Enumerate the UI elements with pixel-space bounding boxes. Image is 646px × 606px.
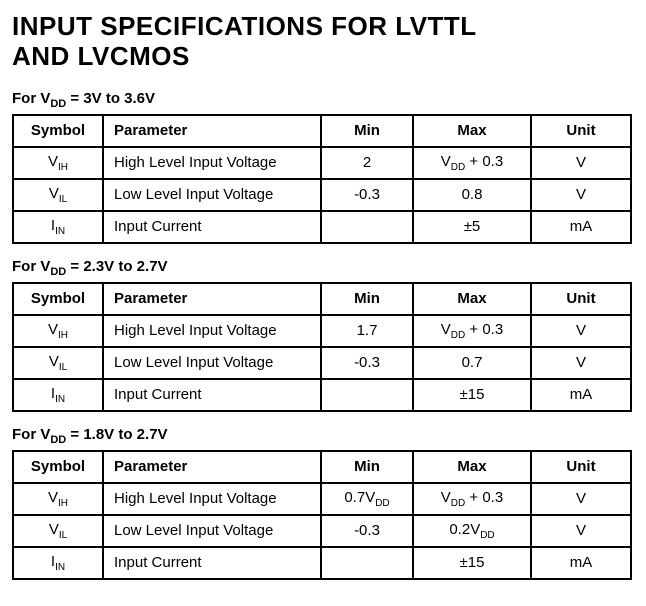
cell-symbol: VIL <box>13 515 103 547</box>
cell-max: VDD + 0.3 <box>413 483 531 515</box>
cell-max: 0.2VDD <box>413 515 531 547</box>
cell-max: VDD + 0.3 <box>413 315 531 347</box>
caption-suffix: = 2.3V to 2.7V <box>66 258 167 275</box>
cell-min: -0.3 <box>321 179 413 211</box>
page-title: INPUT SPECIFICATIONS FOR LVTTL AND LVCMO… <box>12 12 634 72</box>
cell-parameter: High Level Input Voltage <box>103 483 321 515</box>
col-min: Min <box>321 115 413 147</box>
table-row: VIH High Level Input Voltage 0.7VDD VDD … <box>13 483 631 515</box>
cell-parameter: Low Level Input Voltage <box>103 347 321 379</box>
col-min: Min <box>321 283 413 315</box>
section-caption-0: For VDD = 3V to 3.6V <box>12 90 634 110</box>
col-max: Max <box>413 283 531 315</box>
col-parameter: Parameter <box>103 451 321 483</box>
caption-sub: DD <box>50 266 66 278</box>
cell-unit: mA <box>531 547 631 579</box>
caption-sub: DD <box>50 98 66 110</box>
cell-max: VDD + 0.3 <box>413 147 531 179</box>
cell-parameter: Input Current <box>103 379 321 411</box>
table-row: VIL Low Level Input Voltage -0.3 0.2VDD … <box>13 515 631 547</box>
spec-table-1: Symbol Parameter Min Max Unit VIH High L… <box>12 282 632 412</box>
cell-max: ±15 <box>413 547 531 579</box>
cell-unit: V <box>531 179 631 211</box>
col-symbol: Symbol <box>13 283 103 315</box>
cell-symbol: VIH <box>13 483 103 515</box>
cell-symbol: VIH <box>13 147 103 179</box>
table-header-row: Symbol Parameter Min Max Unit <box>13 451 631 483</box>
cell-min: -0.3 <box>321 515 413 547</box>
table-row: IIN Input Current ±15 mA <box>13 379 631 411</box>
cell-symbol: VIL <box>13 347 103 379</box>
cell-parameter: Input Current <box>103 547 321 579</box>
cell-max: ±5 <box>413 211 531 243</box>
cell-unit: mA <box>531 379 631 411</box>
table-row: VIH High Level Input Voltage 2 VDD + 0.3… <box>13 147 631 179</box>
col-parameter: Parameter <box>103 283 321 315</box>
spec-table-0: Symbol Parameter Min Max Unit VIH High L… <box>12 114 632 244</box>
caption-prefix: For V <box>12 90 50 107</box>
cell-symbol: VIL <box>13 179 103 211</box>
cell-symbol: IIN <box>13 211 103 243</box>
col-max: Max <box>413 115 531 147</box>
col-symbol: Symbol <box>13 451 103 483</box>
section-caption-2: For VDD = 1.8V to 2.7V <box>12 426 634 446</box>
col-symbol: Symbol <box>13 115 103 147</box>
col-parameter: Parameter <box>103 115 321 147</box>
title-line-1: INPUT SPECIFICATIONS FOR LVTTL <box>12 11 477 41</box>
table-row: IIN Input Current ±5 mA <box>13 211 631 243</box>
table-row: IIN Input Current ±15 mA <box>13 547 631 579</box>
col-max: Max <box>413 451 531 483</box>
spec-table-2: Symbol Parameter Min Max Unit VIH High L… <box>12 450 632 580</box>
col-unit: Unit <box>531 115 631 147</box>
cell-unit: V <box>531 147 631 179</box>
cell-min: 0.7VDD <box>321 483 413 515</box>
caption-prefix: For V <box>12 426 50 443</box>
col-min: Min <box>321 451 413 483</box>
cell-min: 1.7 <box>321 315 413 347</box>
table-row: VIL Low Level Input Voltage -0.3 0.7 V <box>13 347 631 379</box>
col-unit: Unit <box>531 451 631 483</box>
cell-min: -0.3 <box>321 347 413 379</box>
title-line-2: AND LVCMOS <box>12 41 190 71</box>
table-row: VIH High Level Input Voltage 1.7 VDD + 0… <box>13 315 631 347</box>
cell-min <box>321 547 413 579</box>
table-header-row: Symbol Parameter Min Max Unit <box>13 115 631 147</box>
caption-prefix: For V <box>12 258 50 275</box>
cell-parameter: Low Level Input Voltage <box>103 179 321 211</box>
cell-parameter: Low Level Input Voltage <box>103 515 321 547</box>
cell-max: ±15 <box>413 379 531 411</box>
cell-parameter: High Level Input Voltage <box>103 315 321 347</box>
caption-sub: DD <box>50 434 66 446</box>
cell-max: 0.7 <box>413 347 531 379</box>
cell-unit: V <box>531 315 631 347</box>
cell-min: 2 <box>321 147 413 179</box>
table-row: VIL Low Level Input Voltage -0.3 0.8 V <box>13 179 631 211</box>
section-caption-1: For VDD = 2.3V to 2.7V <box>12 258 634 278</box>
cell-min <box>321 379 413 411</box>
cell-symbol: VIH <box>13 315 103 347</box>
cell-symbol: IIN <box>13 379 103 411</box>
table-header-row: Symbol Parameter Min Max Unit <box>13 283 631 315</box>
col-unit: Unit <box>531 283 631 315</box>
cell-parameter: High Level Input Voltage <box>103 147 321 179</box>
cell-max: 0.8 <box>413 179 531 211</box>
caption-suffix: = 3V to 3.6V <box>66 90 155 107</box>
cell-unit: V <box>531 483 631 515</box>
cell-unit: mA <box>531 211 631 243</box>
cell-unit: V <box>531 347 631 379</box>
cell-min <box>321 211 413 243</box>
cell-unit: V <box>531 515 631 547</box>
cell-symbol: IIN <box>13 547 103 579</box>
cell-parameter: Input Current <box>103 211 321 243</box>
caption-suffix: = 1.8V to 2.7V <box>66 426 167 443</box>
